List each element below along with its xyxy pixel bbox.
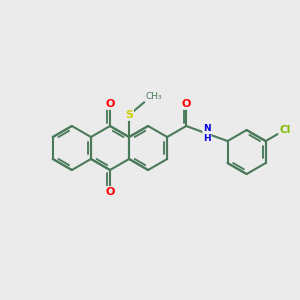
Text: O: O [105, 187, 115, 197]
Text: O: O [182, 99, 191, 109]
Text: Cl: Cl [279, 125, 290, 135]
Text: S: S [125, 110, 133, 120]
Text: O: O [105, 99, 115, 109]
Text: CH₃: CH₃ [145, 92, 162, 101]
Text: N
H: N H [203, 124, 211, 143]
